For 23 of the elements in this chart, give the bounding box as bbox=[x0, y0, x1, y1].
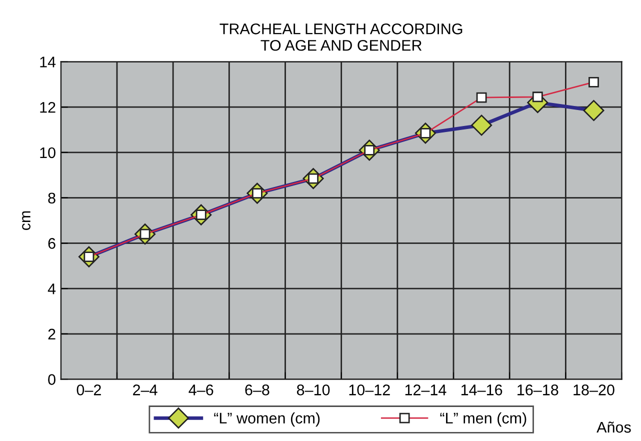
y-tick-label: 8 bbox=[48, 192, 56, 204]
x-tick-label: 2–4 bbox=[133, 384, 158, 396]
legend-label: “L” men (cm) bbox=[440, 412, 526, 427]
x-tick-label: 8–10 bbox=[296, 384, 330, 396]
y-tick-label: 0 bbox=[48, 374, 56, 385]
x-tick-label: 10–12 bbox=[349, 384, 390, 396]
x-tick-label: 16–18 bbox=[518, 384, 558, 396]
y-tick-label: 6 bbox=[48, 238, 56, 249]
x-tick-label: 6–8 bbox=[245, 384, 270, 396]
x-tick-label: 0–2 bbox=[76, 384, 101, 396]
chart-title: TRACHEAL LENGTH ACCORDING TO AGE AND GENDER bbox=[220, 24, 462, 51]
y-tick-label: 12 bbox=[40, 102, 56, 113]
y-tick-label: 14 bbox=[40, 56, 56, 68]
y-tick-label: 10 bbox=[40, 147, 56, 158]
y-tick-label: 2 bbox=[48, 328, 56, 340]
x-tick-label: 4–6 bbox=[188, 384, 214, 396]
x-axis-title: Años bbox=[596, 422, 631, 433]
x-tick-label: 14–16 bbox=[461, 384, 502, 396]
y-axis-title: cm bbox=[22, 211, 30, 230]
x-tick-label: 18–20 bbox=[574, 384, 614, 396]
legend-label: “L” women (cm) bbox=[214, 412, 320, 427]
y-tick-label: 4 bbox=[48, 284, 56, 294]
x-tick-label: 12–14 bbox=[405, 384, 446, 396]
